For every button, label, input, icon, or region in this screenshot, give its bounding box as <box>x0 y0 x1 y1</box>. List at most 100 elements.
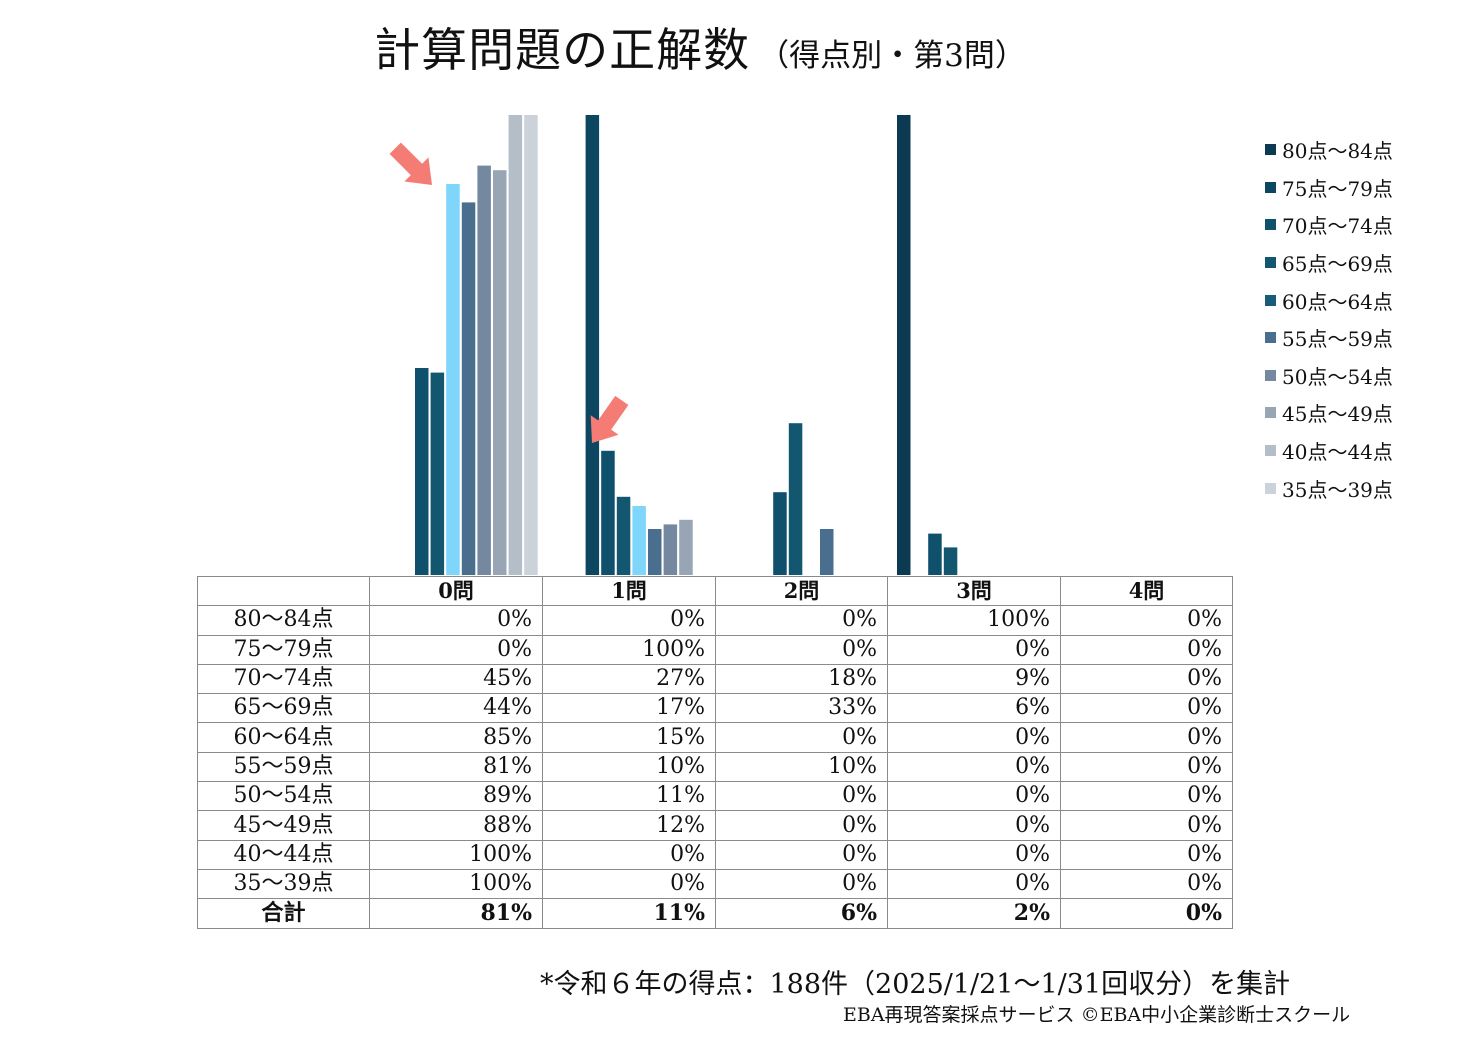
bar <box>415 368 429 575</box>
table-cell: 2% <box>887 898 1061 929</box>
row-label: 45～49点 <box>197 810 370 841</box>
table-header-cell: 1問 <box>542 575 716 607</box>
legend-item: 35点～39点 <box>1265 469 1470 507</box>
table-cell: 9% <box>887 663 1061 695</box>
table-row: 35～39点 100% 0% 0% 0% 0% <box>197 868 1233 900</box>
legend-label: 75点～79点 <box>1282 176 1393 201</box>
table-cell: 100% <box>369 839 543 870</box>
table-cell: 33% <box>715 693 888 724</box>
legend-swatch <box>1265 407 1276 419</box>
table-row: 40～44点 100% 0% 0% 0% 0% <box>197 839 1233 870</box>
bar <box>601 450 615 575</box>
row-label: 35～39点 <box>197 868 370 900</box>
table-cell: 0% <box>715 839 888 870</box>
table-cell: 100% <box>369 868 543 900</box>
legend-swatch <box>1265 181 1276 193</box>
legend-swatch <box>1265 332 1276 344</box>
legend-label: 50点～54点 <box>1282 364 1393 389</box>
table-cell: 0% <box>1060 810 1233 841</box>
footnote: *令和６年の得点：188件（2025/1/21～1/31回収分）を集計 <box>540 969 1291 1000</box>
table-cell: 17% <box>542 693 716 724</box>
table-row: 50～54点 89% 11% 0% 0% 0% <box>197 781 1233 812</box>
legend-label: 60点～64点 <box>1282 289 1393 314</box>
table-header-cell: 2問 <box>715 575 888 607</box>
table-cell: 10% <box>715 751 888 783</box>
bar <box>663 524 678 575</box>
legend-item: 65点～69点 <box>1265 244 1470 282</box>
table-row: 75～79点 0% 100% 0% 0% 0% <box>197 634 1233 665</box>
table-cell: 89% <box>369 781 543 812</box>
bar <box>788 423 803 575</box>
bar <box>648 529 662 575</box>
legend-item: 40点～44点 <box>1265 432 1470 470</box>
annotation-arrow <box>389 142 432 185</box>
legend-swatch <box>1265 369 1276 381</box>
table-cell: 0% <box>542 605 716 636</box>
legend-swatch <box>1265 482 1276 494</box>
table-row: 65～69点 44% 17% 33% 6% 0% <box>197 693 1233 724</box>
row-label: 70～74点 <box>197 663 370 695</box>
table-header-corner <box>197 575 370 607</box>
legend-item: 70点～74点 <box>1265 206 1470 244</box>
table-cell: 85% <box>369 722 543 753</box>
bar <box>430 372 445 575</box>
legend-label: 45点～49点 <box>1282 402 1393 427</box>
row-label: 合計 <box>197 898 370 929</box>
subtitle-text: （得点別・第3問） <box>758 38 1026 74</box>
bar <box>632 506 646 575</box>
table-cell: 0% <box>887 868 1061 900</box>
table-cell: 0% <box>542 839 716 870</box>
table-header-cell: 0問 <box>369 575 543 607</box>
table-cell: 0% <box>887 839 1061 870</box>
row-label: 75～79点 <box>197 634 370 665</box>
table-cell: 18% <box>715 663 888 695</box>
legend-swatch <box>1265 144 1276 156</box>
table-cell: 0% <box>1060 839 1233 870</box>
table-cell: 0% <box>1060 751 1233 783</box>
table-row: 45～49点 88% 12% 0% 0% 0% <box>197 810 1233 841</box>
table-cell: 6% <box>715 898 888 929</box>
table-cell: 0% <box>715 781 888 812</box>
table-row: 70～74点 45% 27% 18% 9% 0% <box>197 663 1233 695</box>
annotation-arrows <box>389 142 629 443</box>
table-cell: 0% <box>887 810 1061 841</box>
table-cell: 0% <box>1060 868 1233 900</box>
credit-line: EBA再現答案採点サービス ©EBA中小企業診断士スクール <box>843 1004 1351 1026</box>
data-table: 0問 1問 2問 3問 4問 80～84点 0% 0% 0% 100% 0% 75～79点 0… <box>197 575 1233 929</box>
row-label: 50～54点 <box>197 781 370 812</box>
legend-label: 65点～69点 <box>1282 252 1393 277</box>
table-cell: 0% <box>1060 693 1233 724</box>
legend: 80点～84点 75点～79点 70点～74点 65点～69点 60点～64点 55点～5… <box>1265 131 1470 507</box>
bar <box>477 165 491 575</box>
table-header-cell: 4問 <box>1060 575 1233 607</box>
table-cell: 0% <box>542 868 716 900</box>
legend-swatch <box>1265 257 1276 269</box>
table-cell: 100% <box>887 605 1061 636</box>
table-cell: 0% <box>1060 634 1233 665</box>
legend-item: 50点～54点 <box>1265 357 1470 395</box>
table-cell: 0% <box>715 605 888 636</box>
legend-swatch <box>1265 294 1276 306</box>
table-cell: 0% <box>887 751 1061 783</box>
table-cell: 15% <box>542 722 716 753</box>
legend-label: 70点～74点 <box>1282 214 1393 239</box>
table-cell: 0% <box>887 634 1061 665</box>
row-label: 60～64点 <box>197 722 370 753</box>
table-cell: 12% <box>542 810 716 841</box>
table-header-row: 0問 1問 2問 3問 4問 <box>197 575 1233 607</box>
table-cell: 0% <box>715 722 888 753</box>
table-cell: 6% <box>887 693 1061 724</box>
legend-item: 80点～84点 <box>1265 131 1470 169</box>
table-cell: 27% <box>542 663 716 695</box>
legend-swatch <box>1265 445 1276 457</box>
legend-label: 40点～44点 <box>1282 440 1393 465</box>
bar <box>446 184 460 575</box>
table-cell: 0% <box>1060 663 1233 695</box>
legend-item: 55点～59点 <box>1265 319 1470 357</box>
table-cell: 11% <box>542 781 716 812</box>
legend-swatch <box>1265 219 1276 231</box>
table-cell: 81% <box>369 898 543 929</box>
row-label: 40～44点 <box>197 839 370 870</box>
title-text: 計算問題の正解数 <box>374 23 751 77</box>
